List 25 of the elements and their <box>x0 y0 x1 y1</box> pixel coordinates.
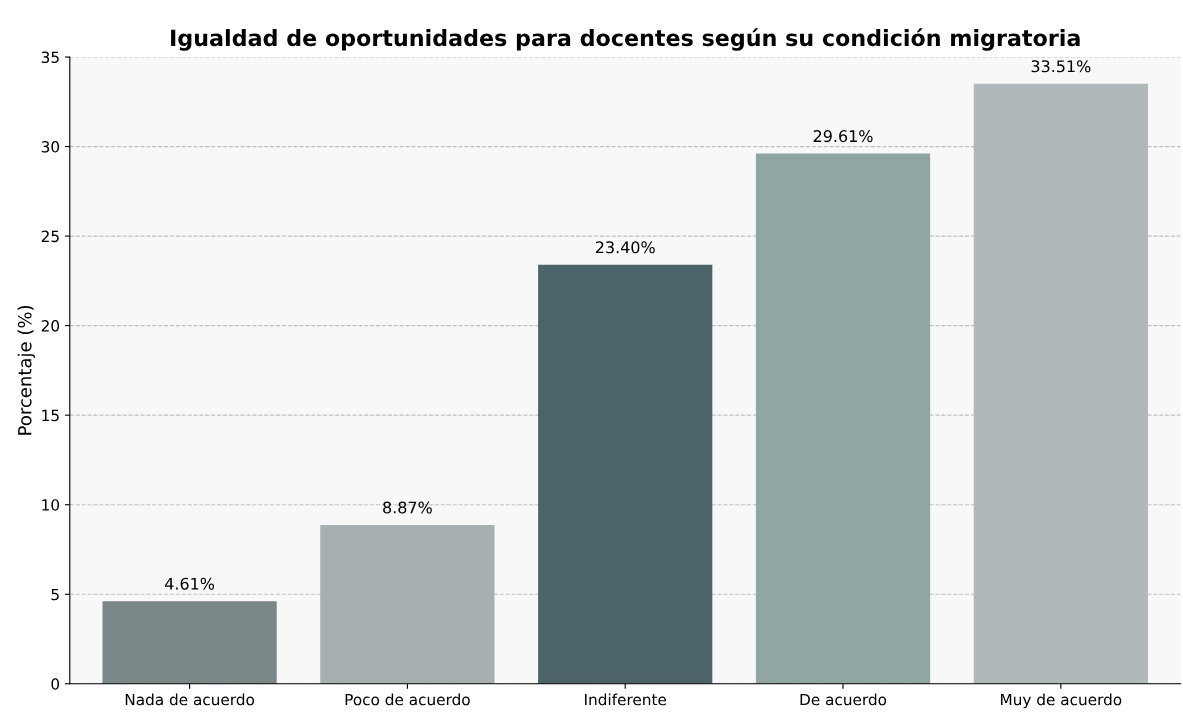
x-tick-label: Poco de acuerdo <box>345 693 470 706</box>
data-label: 23.40% <box>595 241 655 254</box>
y-tick-label: 30 <box>41 141 60 153</box>
y-tick-label: 5 <box>51 588 59 601</box>
bar <box>973 83 1148 684</box>
bar <box>538 264 713 684</box>
y-tick-label: 10 <box>42 499 60 511</box>
y-tick-label: 35 <box>41 51 59 64</box>
y-tick-label: 15 <box>42 409 59 422</box>
x-tick-label: Nada de acuerdo <box>125 693 255 706</box>
x-tick-label: Muy de acuerdo <box>1001 693 1122 709</box>
bar <box>320 524 495 684</box>
data-label: 29.61% <box>813 130 873 143</box>
chart-title: Igualdad de oportunidades para docentes según su condición migratoria <box>171 28 1080 51</box>
bar <box>755 153 931 684</box>
x-tick-label: Indiferente <box>585 693 667 706</box>
y-tick-label: 0 <box>51 678 60 690</box>
bar <box>102 601 277 684</box>
data-label: 8.87% <box>383 501 432 514</box>
data-label: 4.61% <box>165 577 215 590</box>
y-axis-title: Porcentaje (%) <box>17 305 36 435</box>
y-tick-label: 25 <box>41 230 59 243</box>
x-tick-label: De acuerdo <box>800 693 887 706</box>
y-tick-label: 20 <box>41 320 60 332</box>
data-label: 33.51% <box>1031 60 1091 73</box>
